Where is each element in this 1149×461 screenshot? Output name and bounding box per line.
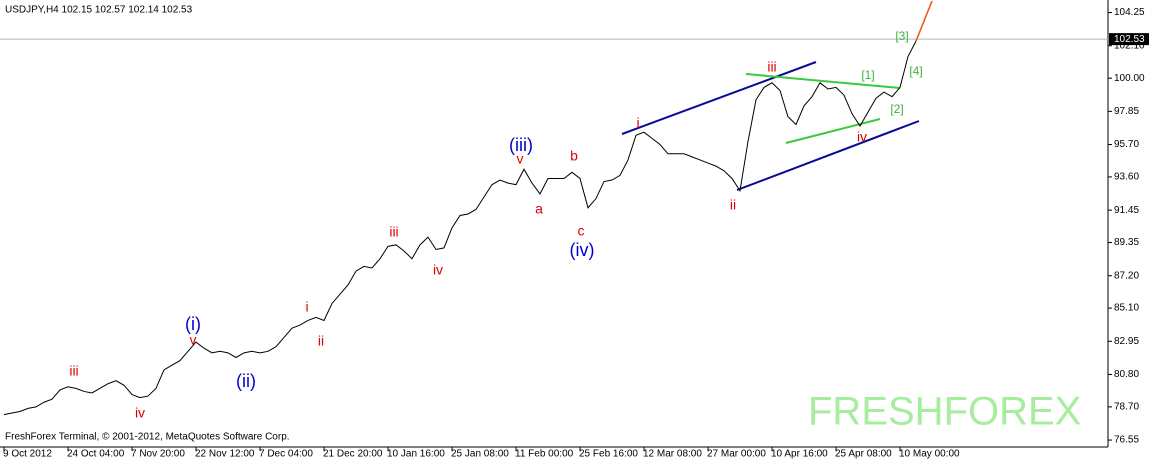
wave-label: iv [857, 129, 867, 145]
x-tick-label: 11 Feb 00:00 [515, 449, 574, 460]
x-tick-label: 27 Mar 00:00 [707, 449, 766, 460]
trend-lines [621, 61, 920, 191]
current-price-box [1109, 33, 1149, 46]
watermark: FRESHFOREX [808, 390, 1081, 434]
wave-label: iv [135, 405, 145, 421]
price-line [915, 0, 933, 42]
x-tick-label: 7 Nov 20:00 [131, 449, 185, 460]
chart-title: USDJPY,H4 102.15 102.57 102.14 102.53 [5, 5, 193, 16]
wave-label: iii [389, 224, 398, 240]
x-tick-label: 12 Mar 08:00 [643, 449, 702, 460]
y-tick-label: 100.00 [1114, 73, 1145, 84]
triangle-line [745, 73, 901, 89]
y-tick-label: 102.10 [1114, 40, 1145, 51]
x-tick-label: 10 Apr 16:00 [771, 449, 828, 460]
wave-label: v [517, 151, 524, 167]
y-tick-label: 85.10 [1114, 303, 1139, 314]
plot [3, 0, 933, 416]
y-tick-label: 76.55 [1114, 435, 1139, 446]
wave-label: (iii) [509, 135, 533, 155]
wave-label: b [570, 148, 578, 164]
y-tick-label: 89.35 [1114, 237, 1139, 248]
y-tick-label: 93.60 [1114, 172, 1139, 183]
y-tick-label: 82.95 [1114, 336, 1139, 347]
x-tick-label: 25 Jan 08:00 [451, 449, 509, 460]
wave-label: (i) [185, 314, 201, 334]
channel-line [621, 61, 817, 135]
price-line [3, 40, 917, 416]
wave-label: i [636, 115, 639, 131]
y-tick-label: 91.45 [1114, 205, 1139, 216]
y-tick-label: 95.70 [1114, 139, 1139, 150]
wave-label: [4] [909, 64, 922, 78]
x-tick-label: 9 Oct 2012 [3, 449, 52, 460]
y-tick-label: 97.85 [1114, 106, 1139, 117]
footer: FreshForex Terminal, © 2001-2012, MetaQu… [5, 432, 290, 443]
wave-label: [2] [890, 102, 903, 116]
wave-label: c [578, 223, 585, 239]
wave-label: v [190, 332, 197, 348]
current-price-label: 102.53 [1114, 34, 1145, 45]
wave-label: a [535, 201, 543, 217]
wave-label: iii [767, 59, 776, 75]
wave-label: (iv) [570, 240, 595, 260]
y-tick-label: 78.70 [1114, 402, 1139, 413]
wave-label: ii [730, 197, 736, 213]
x-tick-label: 24 Oct 04:00 [67, 449, 125, 460]
x-tick-label: 25 Apr 08:00 [835, 449, 892, 460]
wave-label: iv [433, 262, 443, 278]
y-tick-label: 87.20 [1114, 270, 1139, 281]
x-tick-label: 25 Feb 16:00 [579, 449, 638, 460]
y-tick-label: 104.25 [1114, 7, 1145, 18]
wave-label: ii [318, 333, 324, 349]
wave-label: [1] [861, 68, 874, 82]
wave-label: i [305, 299, 308, 315]
triangle-line [785, 118, 881, 144]
channel-line [736, 120, 920, 191]
x-tick-label: 21 Dec 20:00 [323, 449, 383, 460]
x-tick-label: 10 Jan 16:00 [387, 449, 445, 460]
x-tick-label: 22 Nov 12:00 [195, 449, 255, 460]
x-tick-label: 7 Dec 04:00 [259, 449, 313, 460]
wave-label: iii [69, 363, 78, 379]
y-tick-label: 80.80 [1114, 369, 1139, 380]
x-tick-label: 10 May 00:00 [899, 449, 960, 460]
wave-label: [3] [895, 29, 908, 43]
wave-label: (ii) [236, 371, 256, 391]
